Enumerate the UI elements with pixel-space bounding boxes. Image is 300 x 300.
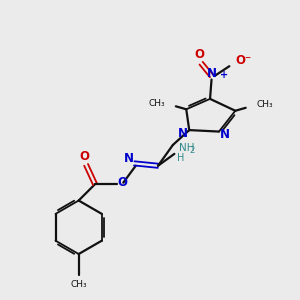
- Text: NH: NH: [179, 143, 194, 153]
- Text: CH₃: CH₃: [256, 100, 273, 109]
- Text: O⁻: O⁻: [235, 54, 252, 67]
- Text: CH₃: CH₃: [149, 99, 166, 108]
- Text: N: N: [178, 127, 188, 140]
- Text: CH₃: CH₃: [70, 280, 87, 289]
- Text: O: O: [195, 48, 205, 62]
- Text: O: O: [118, 176, 128, 189]
- Text: 2: 2: [190, 146, 195, 155]
- Text: N: N: [220, 128, 230, 141]
- Text: O: O: [80, 150, 90, 163]
- Text: N: N: [124, 152, 134, 165]
- Text: N: N: [206, 67, 217, 80]
- Text: +: +: [220, 70, 229, 80]
- Text: H: H: [177, 153, 184, 163]
